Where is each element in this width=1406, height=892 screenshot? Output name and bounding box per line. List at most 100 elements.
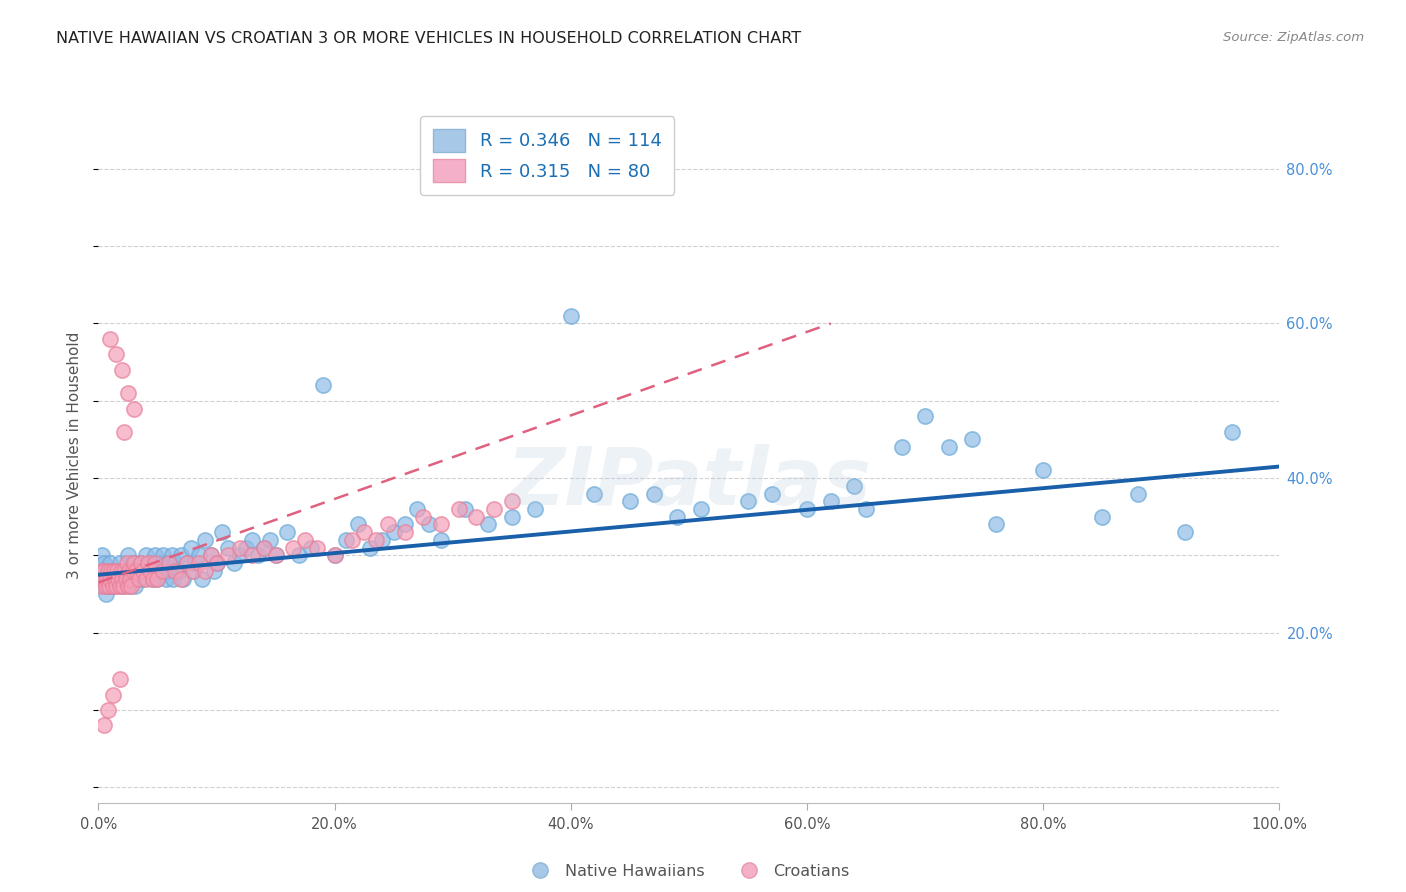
Point — [97, 579, 120, 593]
Y-axis label: 3 or more Vehicles in Household: 3 or more Vehicles in Household — [67, 331, 83, 579]
Point — [103, 564, 125, 578]
Point — [167, 564, 190, 578]
Point — [170, 549, 193, 563]
Point — [342, 533, 364, 547]
Point — [108, 556, 131, 570]
Point — [135, 572, 157, 586]
Point — [152, 549, 174, 563]
Point — [139, 564, 162, 578]
Point — [150, 564, 173, 578]
Point — [117, 386, 139, 401]
Point — [170, 572, 193, 586]
Point — [844, 479, 866, 493]
Point — [264, 549, 287, 563]
Point — [98, 572, 121, 586]
Point — [89, 572, 111, 586]
Point — [121, 564, 143, 578]
Point — [217, 541, 239, 555]
Point — [124, 579, 146, 593]
Point — [246, 549, 269, 563]
Point — [128, 572, 150, 586]
Point — [107, 572, 129, 586]
Point — [276, 525, 298, 540]
Point — [914, 409, 936, 424]
Point — [181, 564, 204, 578]
Point — [120, 579, 142, 593]
Point — [205, 556, 228, 570]
Point — [118, 564, 141, 578]
Point — [394, 525, 416, 540]
Point — [98, 579, 121, 593]
Point — [108, 672, 131, 686]
Point — [105, 572, 128, 586]
Point — [111, 572, 134, 586]
Point — [560, 309, 582, 323]
Point — [165, 564, 187, 578]
Point — [96, 564, 118, 578]
Point — [125, 564, 148, 578]
Point — [312, 378, 335, 392]
Point — [143, 549, 166, 563]
Point — [855, 502, 877, 516]
Point — [136, 556, 159, 570]
Point — [91, 572, 114, 586]
Point — [172, 572, 194, 586]
Point — [91, 572, 114, 586]
Point — [406, 502, 429, 516]
Point — [100, 579, 122, 593]
Point — [112, 579, 135, 593]
Point — [353, 525, 375, 540]
Point — [94, 587, 117, 601]
Point — [91, 579, 114, 593]
Point — [160, 549, 183, 563]
Point — [146, 572, 169, 586]
Point — [430, 517, 453, 532]
Point — [98, 332, 121, 346]
Point — [129, 556, 152, 570]
Point — [101, 572, 124, 586]
Point — [187, 549, 209, 563]
Point — [962, 433, 984, 447]
Point — [364, 533, 387, 547]
Point — [453, 502, 475, 516]
Point — [176, 556, 198, 570]
Point — [1174, 525, 1197, 540]
Point — [114, 572, 136, 586]
Point — [90, 564, 112, 578]
Point — [157, 564, 180, 578]
Point — [93, 564, 115, 578]
Point — [110, 579, 132, 593]
Point — [94, 579, 117, 593]
Point — [104, 579, 127, 593]
Point — [194, 564, 217, 578]
Point — [294, 533, 316, 547]
Point — [138, 556, 160, 570]
Point — [105, 347, 128, 361]
Point — [820, 494, 842, 508]
Point — [121, 556, 143, 570]
Point — [122, 556, 145, 570]
Point — [129, 564, 152, 578]
Point — [482, 502, 505, 516]
Point — [101, 579, 124, 593]
Point — [938, 440, 960, 454]
Point — [97, 703, 120, 717]
Point — [501, 509, 523, 524]
Point — [796, 502, 818, 516]
Point — [96, 572, 118, 586]
Point — [152, 564, 174, 578]
Point — [737, 494, 759, 508]
Point — [465, 509, 488, 524]
Point — [187, 556, 209, 570]
Point — [412, 509, 434, 524]
Point — [200, 549, 222, 563]
Point — [117, 579, 139, 593]
Point — [305, 541, 328, 555]
Point — [229, 549, 252, 563]
Point — [111, 572, 134, 586]
Point — [104, 572, 127, 586]
Point — [97, 564, 120, 578]
Point — [98, 556, 121, 570]
Point — [105, 579, 128, 593]
Point — [761, 486, 783, 500]
